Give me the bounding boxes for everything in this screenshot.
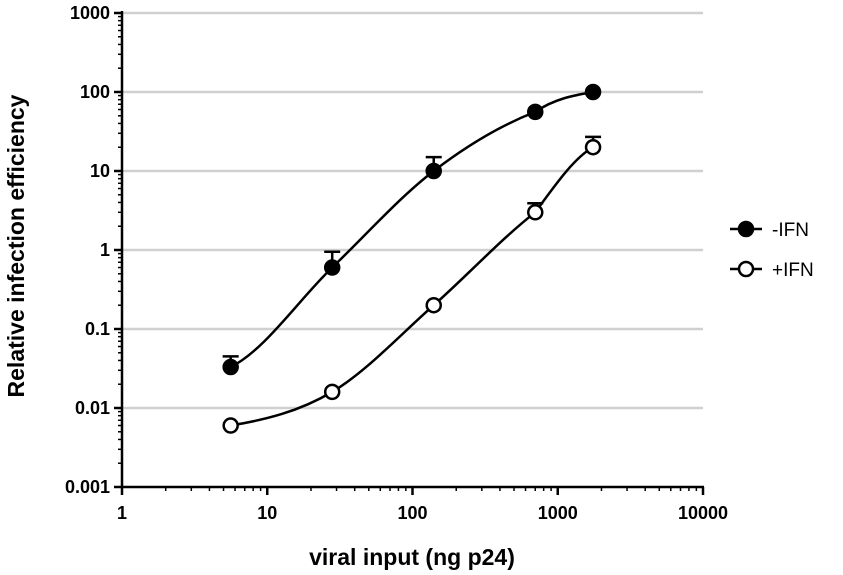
y-tick-label: 0.1 [85, 319, 110, 339]
y-tick-label: 1 [100, 240, 110, 260]
x-tick-label: 1000 [538, 503, 578, 523]
x-axis-title: viral input (ng p24) [309, 544, 515, 570]
y-tick-label: 10 [90, 161, 110, 181]
y-tick-label: 0.01 [75, 398, 110, 418]
data-point [425, 162, 442, 180]
series-layer [222, 83, 602, 434]
x-tick-label: 100 [397, 503, 427, 523]
x-tick-label: 1 [117, 503, 127, 523]
data-point [584, 138, 602, 156]
series-2 [222, 135, 602, 434]
data-point [425, 296, 442, 314]
grid [122, 11, 703, 410]
data-point [222, 358, 239, 376]
legend-item-2: +IFN [730, 260, 814, 281]
y-tick-label: 1000 [70, 3, 110, 23]
y-tick-label: 0.001 [65, 477, 110, 497]
y-tick-label: 100 [80, 82, 110, 102]
legend-marker [737, 220, 755, 238]
legend: -IFN +IFN [730, 220, 814, 281]
legend-label: +IFN [772, 260, 814, 281]
series-1 [222, 83, 602, 376]
data-point [323, 259, 341, 276]
legend-label: -IFN [772, 220, 809, 241]
legend-item-1: -IFN [730, 220, 809, 241]
legend-marker [737, 260, 755, 278]
data-point [527, 103, 544, 121]
x-tick-label: 10 [257, 503, 277, 523]
data-point [584, 83, 602, 101]
x-tick-label: 10000 [678, 503, 728, 523]
data-point [323, 383, 341, 401]
data-point [527, 204, 544, 221]
data-point [222, 417, 239, 434]
axes: 0.001 0.01 0.1 1 10 100 1000 1 10 100 1000 10000 [65, 3, 728, 523]
y-axis-title: Relative infection efficiency [3, 94, 29, 397]
